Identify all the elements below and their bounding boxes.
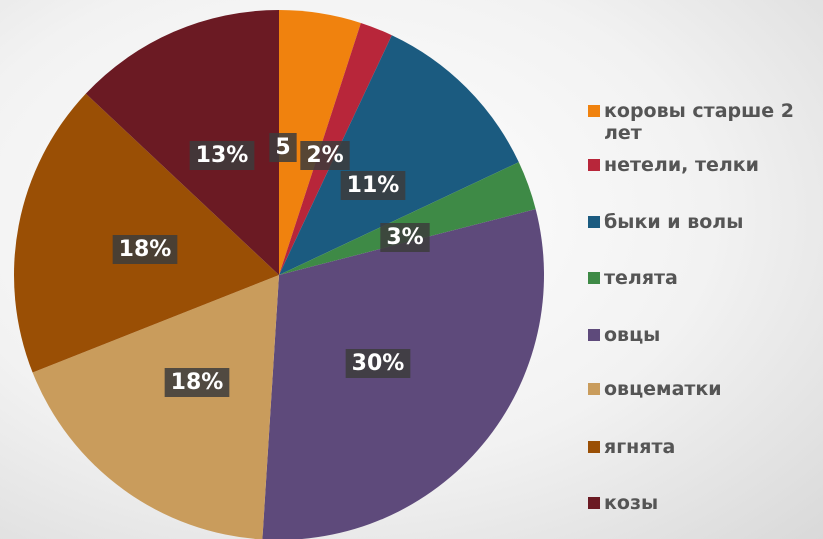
legend-label: телята <box>604 267 678 289</box>
legend-swatch <box>588 272 600 284</box>
data-label-box <box>269 133 297 162</box>
legend-item: ягнята <box>588 436 820 458</box>
legend-item: овцематки <box>588 378 820 400</box>
legend-label: овцы <box>604 324 661 346</box>
data-label: 13% <box>196 143 249 168</box>
legend-label: овцематки <box>604 378 722 400</box>
data-label-box <box>112 235 178 264</box>
legend-swatch <box>588 383 600 395</box>
data-label: 18% <box>119 237 172 262</box>
legend-item: коровы старше 2 лет <box>588 100 820 144</box>
legend-label: нетели, телки <box>604 154 759 176</box>
data-label: 2% <box>306 143 343 168</box>
legend-swatch <box>588 216 600 228</box>
legend-label: козы <box>604 492 659 514</box>
legend-swatch <box>588 159 600 171</box>
pie-slice <box>13 93 279 373</box>
data-label-box <box>164 368 230 397</box>
legend-swatch <box>588 329 600 341</box>
legend-item: овцы <box>588 324 820 346</box>
data-label: 18% <box>171 370 224 395</box>
pie-slice <box>32 275 279 539</box>
pie-slice <box>85 10 280 275</box>
legend-swatch <box>588 497 600 509</box>
data-label-box <box>340 171 406 200</box>
pie-slice <box>279 35 519 276</box>
data-label: 11% <box>347 173 400 198</box>
legend-item: козы <box>588 492 820 514</box>
data-label: 5 <box>275 135 290 160</box>
legend-item: нетели, телки <box>588 154 820 176</box>
legend-item: телята <box>588 267 820 289</box>
legend-label: быки и волы <box>604 211 744 233</box>
data-label-box <box>345 349 411 378</box>
legend-item: быки и волы <box>588 211 820 233</box>
legend-label: коровы старше 2 лет <box>604 100 795 144</box>
data-label: 3% <box>386 225 423 250</box>
data-label: 30% <box>352 351 405 376</box>
legend-label: ягнята <box>604 436 676 458</box>
pie-slice <box>279 162 536 275</box>
legend-swatch <box>588 441 600 453</box>
legend-swatch <box>588 105 600 117</box>
data-label-box <box>189 141 255 170</box>
data-label-box <box>300 141 350 170</box>
data-label-box <box>380 223 430 252</box>
